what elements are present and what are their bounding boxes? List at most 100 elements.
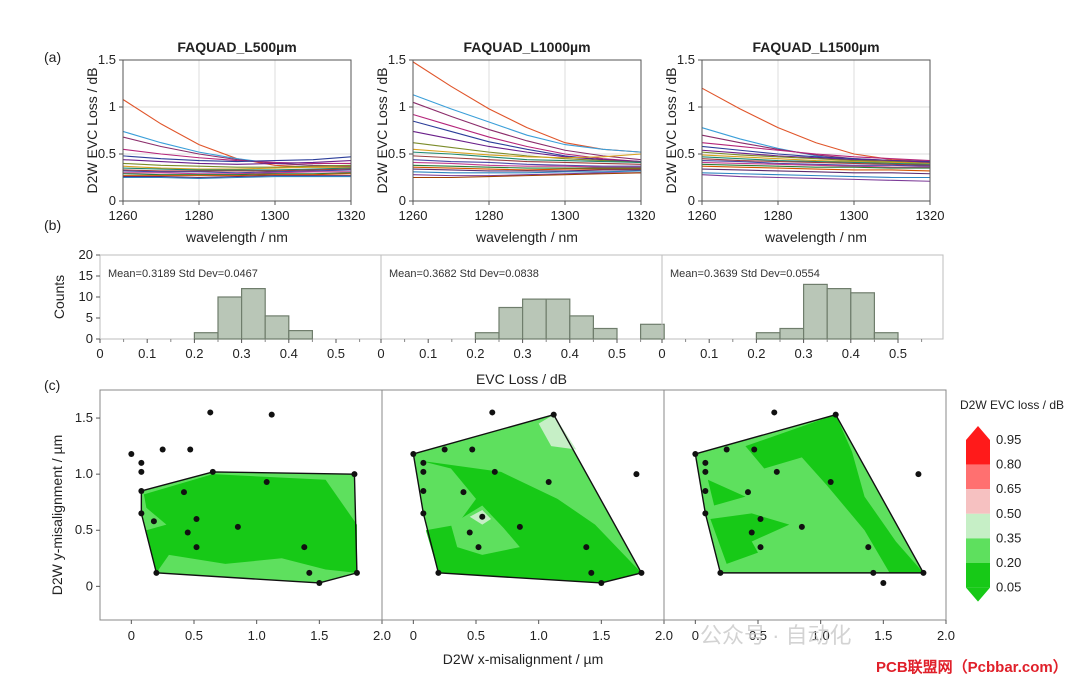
series-line — [412, 94, 642, 153]
series-line — [412, 159, 641, 167]
data-point — [234, 523, 241, 530]
data-point — [180, 489, 187, 496]
data-point — [633, 471, 640, 478]
hist-subplot-0: Mean=0.3189 Std Dev=0.0467 0 0.1 0.2 0.3 0.4 0… — [96, 268, 361, 361]
data-point — [138, 510, 145, 517]
y-tick-label: 0 — [86, 331, 93, 346]
data-point — [351, 471, 358, 478]
x-tick-label: 1.0 — [530, 628, 548, 643]
data-point — [479, 513, 486, 520]
x-tick-label: 0.5 — [608, 346, 626, 361]
y-axis-label: D2W EVC Loss / dB — [663, 67, 679, 193]
data-point — [469, 446, 476, 453]
y-tick-label: 0.5 — [677, 146, 695, 161]
plot-frame — [701, 59, 931, 202]
panel-b: Mean=0.3189 Std Dev=0.0467 0 0.1 0.2 0.3 0.4 0… — [51, 247, 944, 387]
data-point — [638, 569, 645, 576]
series-line — [412, 155, 642, 165]
data-point — [441, 446, 448, 453]
series-line — [412, 130, 642, 163]
series-line — [701, 161, 930, 168]
data-point — [466, 529, 473, 536]
x-axis-label: wavelength / nm — [764, 229, 867, 245]
legend-level-label: 0.50 — [996, 506, 1021, 521]
series-line — [122, 155, 352, 163]
y-tick-label: 0 — [109, 193, 116, 208]
data-point — [583, 544, 590, 551]
x-axis-label: EVC Loss / dB — [476, 371, 567, 387]
plot-frame — [412, 59, 642, 202]
data-point — [420, 459, 427, 466]
data-point — [702, 487, 709, 494]
legend-swatch — [966, 538, 990, 563]
hist-stats: Mean=0.3682 Std Dev=0.0838 — [389, 268, 539, 280]
x-tick-label: 1320 — [337, 208, 366, 223]
data-point — [187, 446, 194, 453]
series-line — [701, 168, 931, 175]
data-point — [748, 529, 755, 536]
line-subplot-2: 1260 1280 1300 1320 0 0.5 1 1.5 FAQUAD_L1500µmwa… — [663, 39, 944, 245]
subplot-title: FAQUAD_L500µm — [177, 39, 296, 55]
hist-bar — [779, 327, 805, 340]
data-point — [353, 569, 360, 576]
legend-swatch — [966, 440, 990, 465]
x-axis-label: wavelength / nm — [185, 229, 288, 245]
data-point — [798, 523, 805, 530]
series-line — [701, 172, 930, 179]
legend-level-label: 0.80 — [996, 457, 1021, 472]
x-axis-label: D2W x-misalignment / µm — [443, 651, 604, 667]
series-line — [701, 87, 931, 163]
y-tick-label: 1.5 — [75, 410, 93, 425]
y-tick-label: 0 — [86, 578, 93, 593]
y-tick-label: 1 — [109, 99, 116, 114]
data-point — [420, 468, 427, 475]
x-tick-label: 0.4 — [842, 346, 860, 361]
hist-bar — [217, 296, 243, 340]
data-point — [268, 411, 275, 418]
contour-region — [538, 414, 577, 450]
data-point — [150, 518, 157, 525]
data-point — [475, 544, 482, 551]
legend: D2W EVC loss / dB 0.95 0.80 0.65 0.50 0.35 0.2… — [960, 398, 1064, 602]
data-point — [717, 569, 724, 576]
series-line — [413, 172, 642, 179]
series-line — [412, 101, 642, 161]
series-line — [701, 142, 931, 162]
hist-bar — [639, 323, 665, 340]
x-tick-label: 1260 — [688, 208, 717, 223]
x-tick-label: 0.5 — [467, 628, 485, 643]
contour-region — [450, 505, 520, 555]
legend-level-label: 0.35 — [996, 530, 1021, 545]
series-line — [412, 164, 641, 169]
hist-bar — [474, 332, 500, 340]
hist-stats: Mean=0.3189 Std Dev=0.0467 — [108, 268, 258, 280]
x-tick-label: 0.5 — [749, 628, 767, 643]
x-tick-label: 1260 — [399, 208, 428, 223]
legend-swatch — [966, 489, 990, 514]
panel-label-b: (b) — [44, 217, 61, 233]
y-tick-label: 1 — [399, 99, 406, 114]
legend-arrow-down — [966, 587, 990, 602]
series-line — [701, 174, 931, 182]
watermark-text: 公众号 · 自动化 — [700, 623, 852, 648]
hist-bar — [193, 332, 219, 340]
x-tick-label: 0 — [410, 628, 417, 643]
data-point — [865, 544, 872, 551]
y-tick-label: 1 — [688, 99, 695, 114]
data-point — [193, 516, 200, 523]
x-tick-label: 0.4 — [280, 346, 298, 361]
panel-label-a: (a) — [44, 49, 61, 65]
hist-bar — [498, 306, 524, 340]
series-line — [412, 161, 641, 168]
series-line — [701, 158, 931, 166]
x-tick-label: 0.3 — [795, 346, 813, 361]
contour-subplot-1: 0 0.5 1.0 1.5 2.0 — [381, 389, 673, 643]
series-line — [701, 154, 931, 164]
series-line — [701, 151, 931, 164]
y-tick-label: 0.5 — [98, 146, 116, 161]
series-line — [701, 160, 931, 167]
x-tick-label: 1.0 — [812, 628, 830, 643]
data-point — [771, 409, 778, 416]
watermark-site: PCB联盟网（Pcbbar.com） — [876, 658, 1068, 676]
